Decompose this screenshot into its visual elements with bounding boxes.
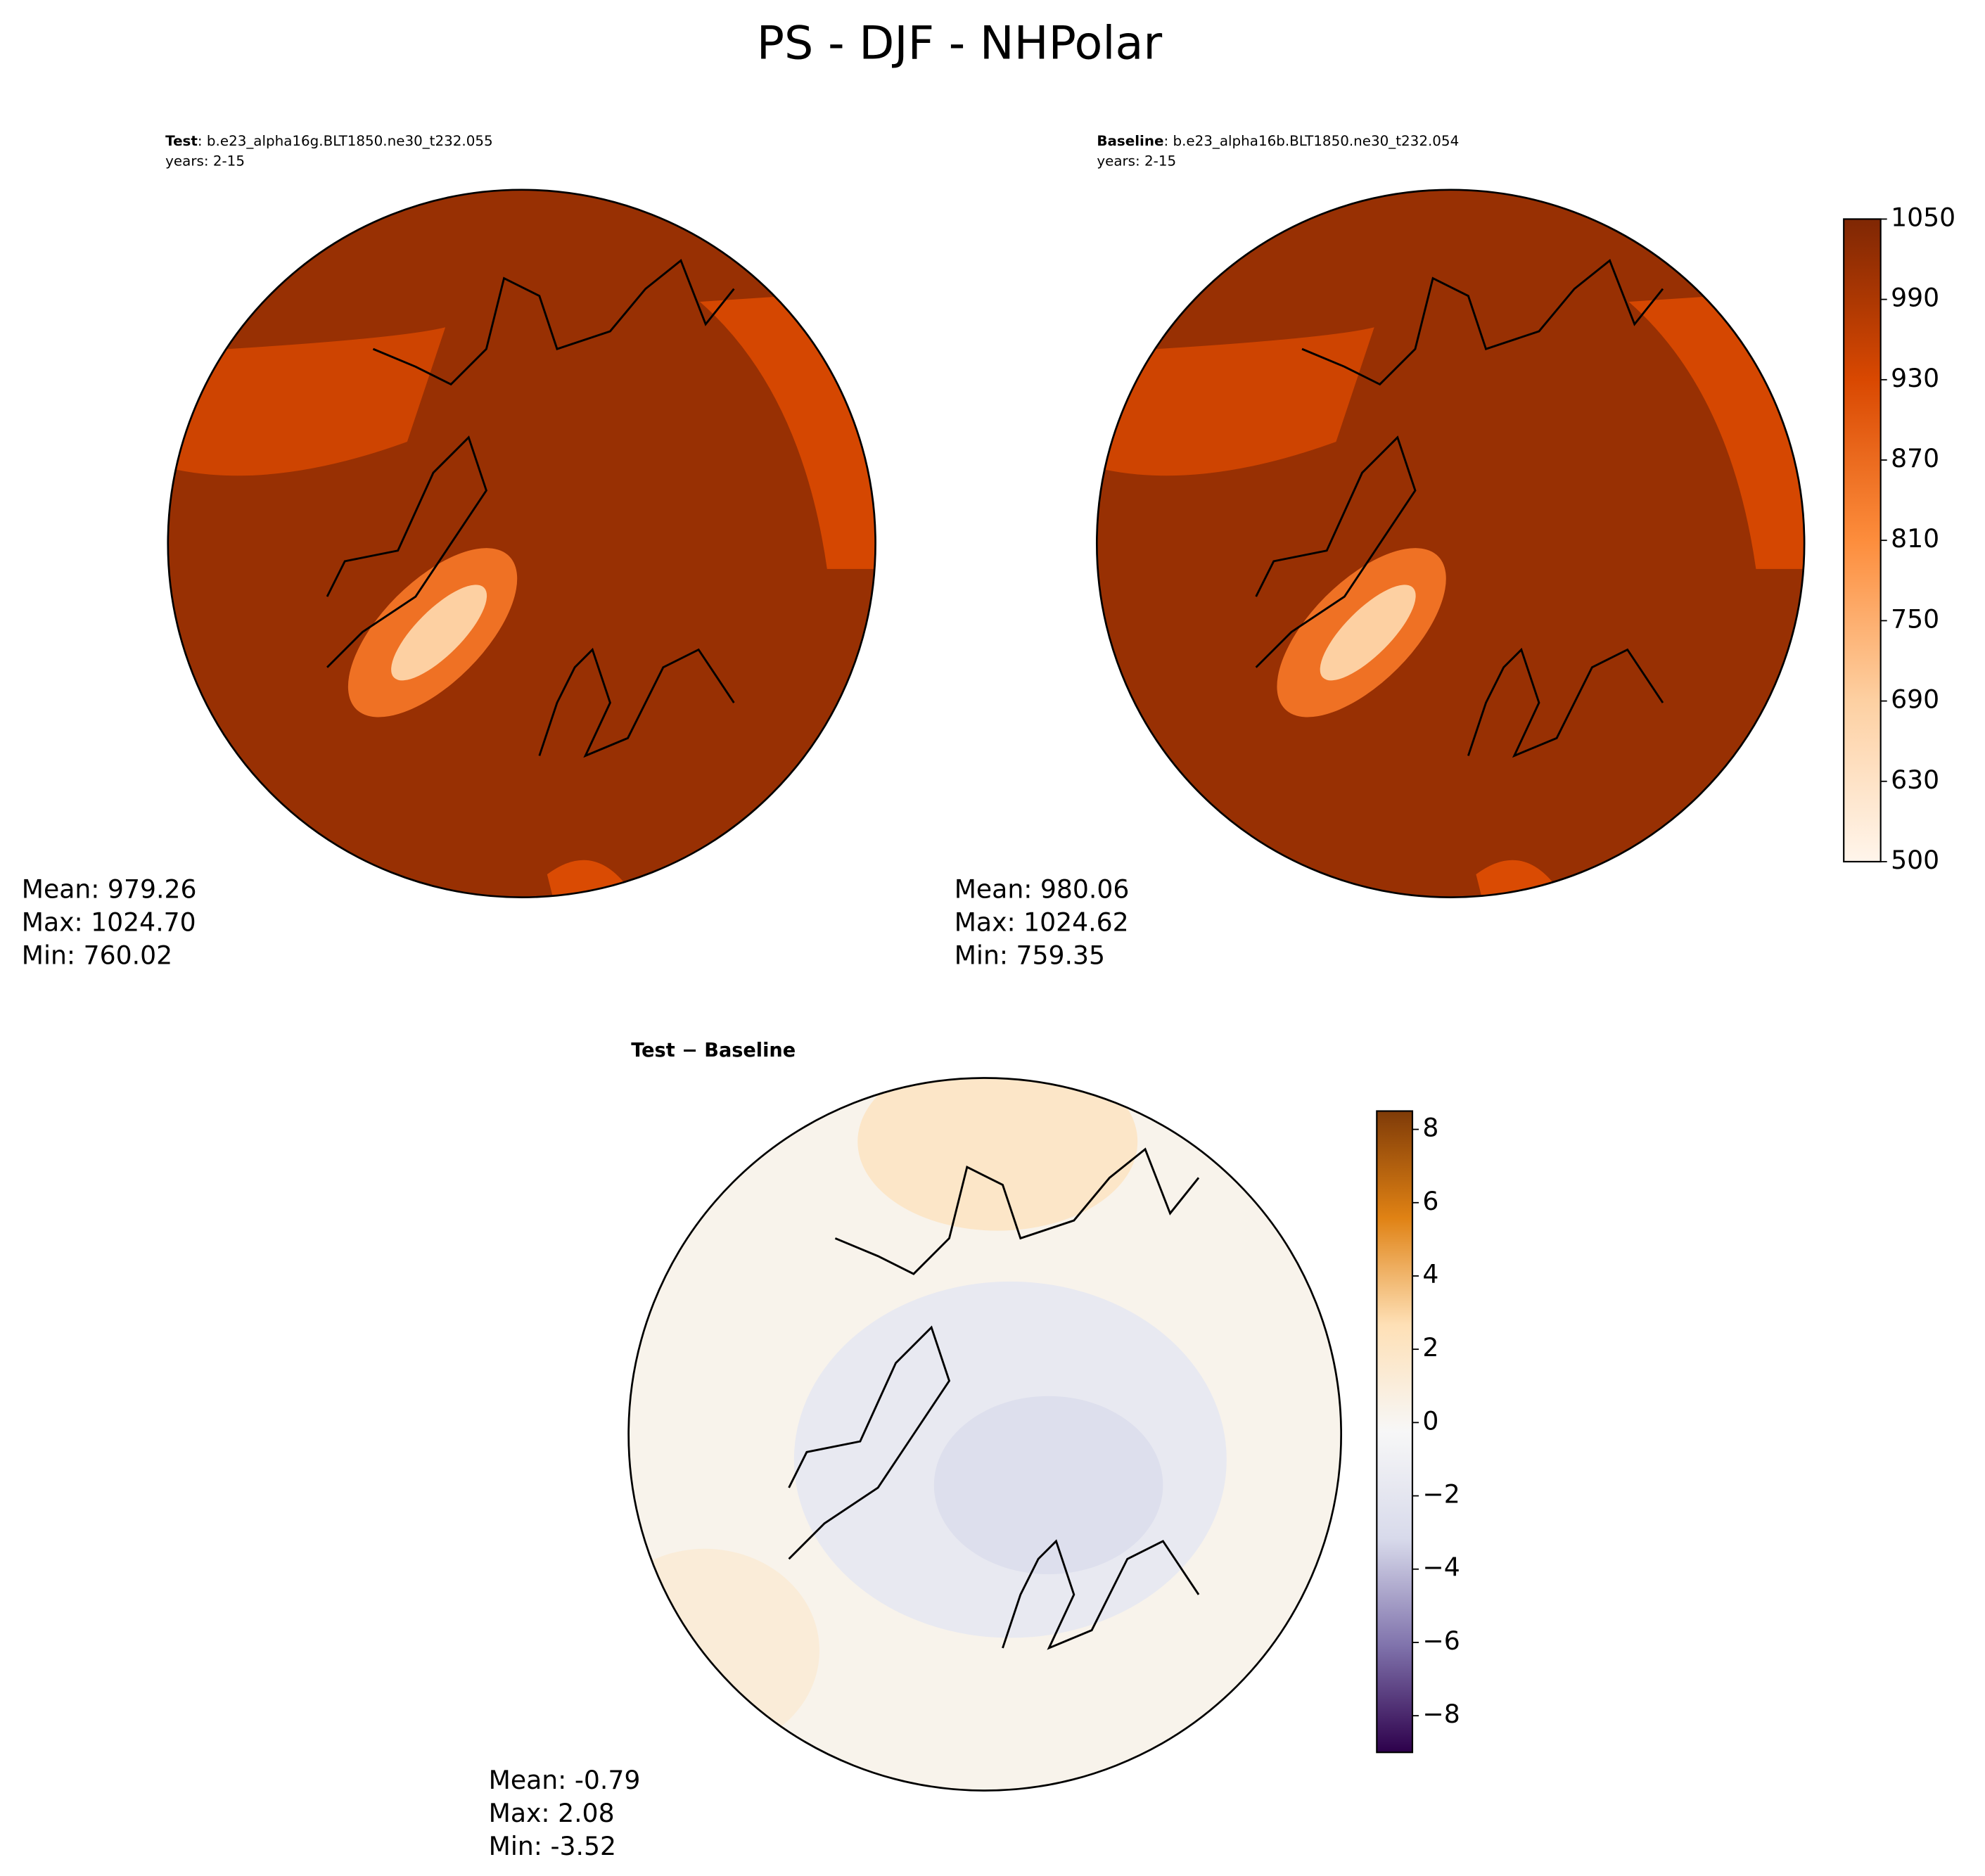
map-field-low (167, 327, 446, 476)
colorbar-tick-label: −4 (1422, 1552, 1460, 1583)
coastline (326, 435, 487, 668)
coastline (788, 1325, 951, 1560)
coastline (1467, 647, 1664, 758)
colorbar-tick-label: 2 (1422, 1332, 1438, 1363)
panel-label-run: : b.e23_alpha16g.BLT1850.ne30_t232.055 (198, 133, 493, 149)
map-panel (1097, 189, 1805, 898)
map-boundary (1095, 189, 1806, 898)
stat-text: Max: 1024.70 (22, 907, 196, 938)
colorbar-tick-label: 500 (1891, 845, 1939, 875)
panel-label-bold: Test (165, 133, 198, 149)
coastline (372, 259, 735, 386)
colorbar-tick-label: 810 (1891, 523, 1939, 554)
map-field-high (857, 1078, 1138, 1231)
greenland-field (1320, 585, 1416, 681)
stat-text: Mean: -0.79 (489, 1765, 641, 1795)
panel-label: Baseline: b.e23_alpha16b.BLT1850.ne30_t2… (1097, 133, 1459, 149)
colorbar-tick-label: 750 (1891, 604, 1939, 634)
colorbar-tick-label: 8 (1422, 1113, 1438, 1143)
map-field (167, 189, 876, 898)
colorbar (1844, 219, 1881, 862)
stat-text: Min: -3.52 (489, 1831, 616, 1861)
map-field (1097, 189, 1805, 898)
coastline (538, 647, 735, 758)
map-boundary (627, 1077, 1343, 1792)
stat-text: Min: 759.35 (955, 940, 1105, 971)
colorbar-tick-label: 1050 (1891, 202, 1955, 232)
colorbar-tick-label: 630 (1891, 765, 1939, 795)
stat-text: Min: 760.02 (22, 940, 172, 971)
colorbar-tick-label: −8 (1422, 1699, 1460, 1729)
colorbar-tick-label: 4 (1422, 1259, 1438, 1289)
colorbar-frame (1843, 218, 1882, 863)
panel-label: Test: b.e23_alpha16g.BLT1850.ne30_t232.0… (165, 133, 492, 149)
panel-label-bold: Baseline (1097, 133, 1163, 149)
stat-text: Mean: 980.06 (955, 874, 1130, 905)
coastline (1301, 259, 1664, 386)
map-field-low (933, 1396, 1163, 1574)
figure-title: PS - DJF - NHPolar (757, 17, 1163, 70)
stat-text: Max: 2.08 (489, 1798, 615, 1828)
colorbar-tick-label: 690 (1891, 684, 1939, 715)
colorbar-tick-label: −2 (1422, 1479, 1460, 1510)
map-panel (167, 189, 876, 898)
colorbar-tick-label: 870 (1891, 443, 1939, 473)
colorbar-frame (1376, 1110, 1414, 1754)
stat-text: Max: 1024.62 (955, 907, 1129, 938)
greenland-field (391, 585, 487, 681)
colorbar (1377, 1111, 1412, 1753)
colorbar-tick-label: 6 (1422, 1186, 1438, 1216)
colorbar-tick-label: −6 (1422, 1626, 1460, 1656)
map-field-low (1097, 327, 1374, 476)
panel-label-run: : b.e23_alpha16b.BLT1850.ne30_t232.054 (1163, 133, 1459, 149)
panel-years: years: 2-15 (165, 153, 245, 170)
coastline (834, 1147, 1200, 1275)
panel-years: years: 2-15 (1097, 153, 1176, 170)
map-boundary (167, 189, 876, 898)
coastline (1002, 1539, 1200, 1650)
colorbar-tick-label: 0 (1422, 1405, 1438, 1436)
colorbar-tick-label: 990 (1891, 283, 1939, 313)
stat-text: Mean: 979.26 (22, 874, 197, 905)
panel-label: Test − Baseline (631, 1040, 796, 1061)
coastline (1255, 435, 1417, 668)
colorbar-tick-label: 930 (1891, 363, 1939, 393)
